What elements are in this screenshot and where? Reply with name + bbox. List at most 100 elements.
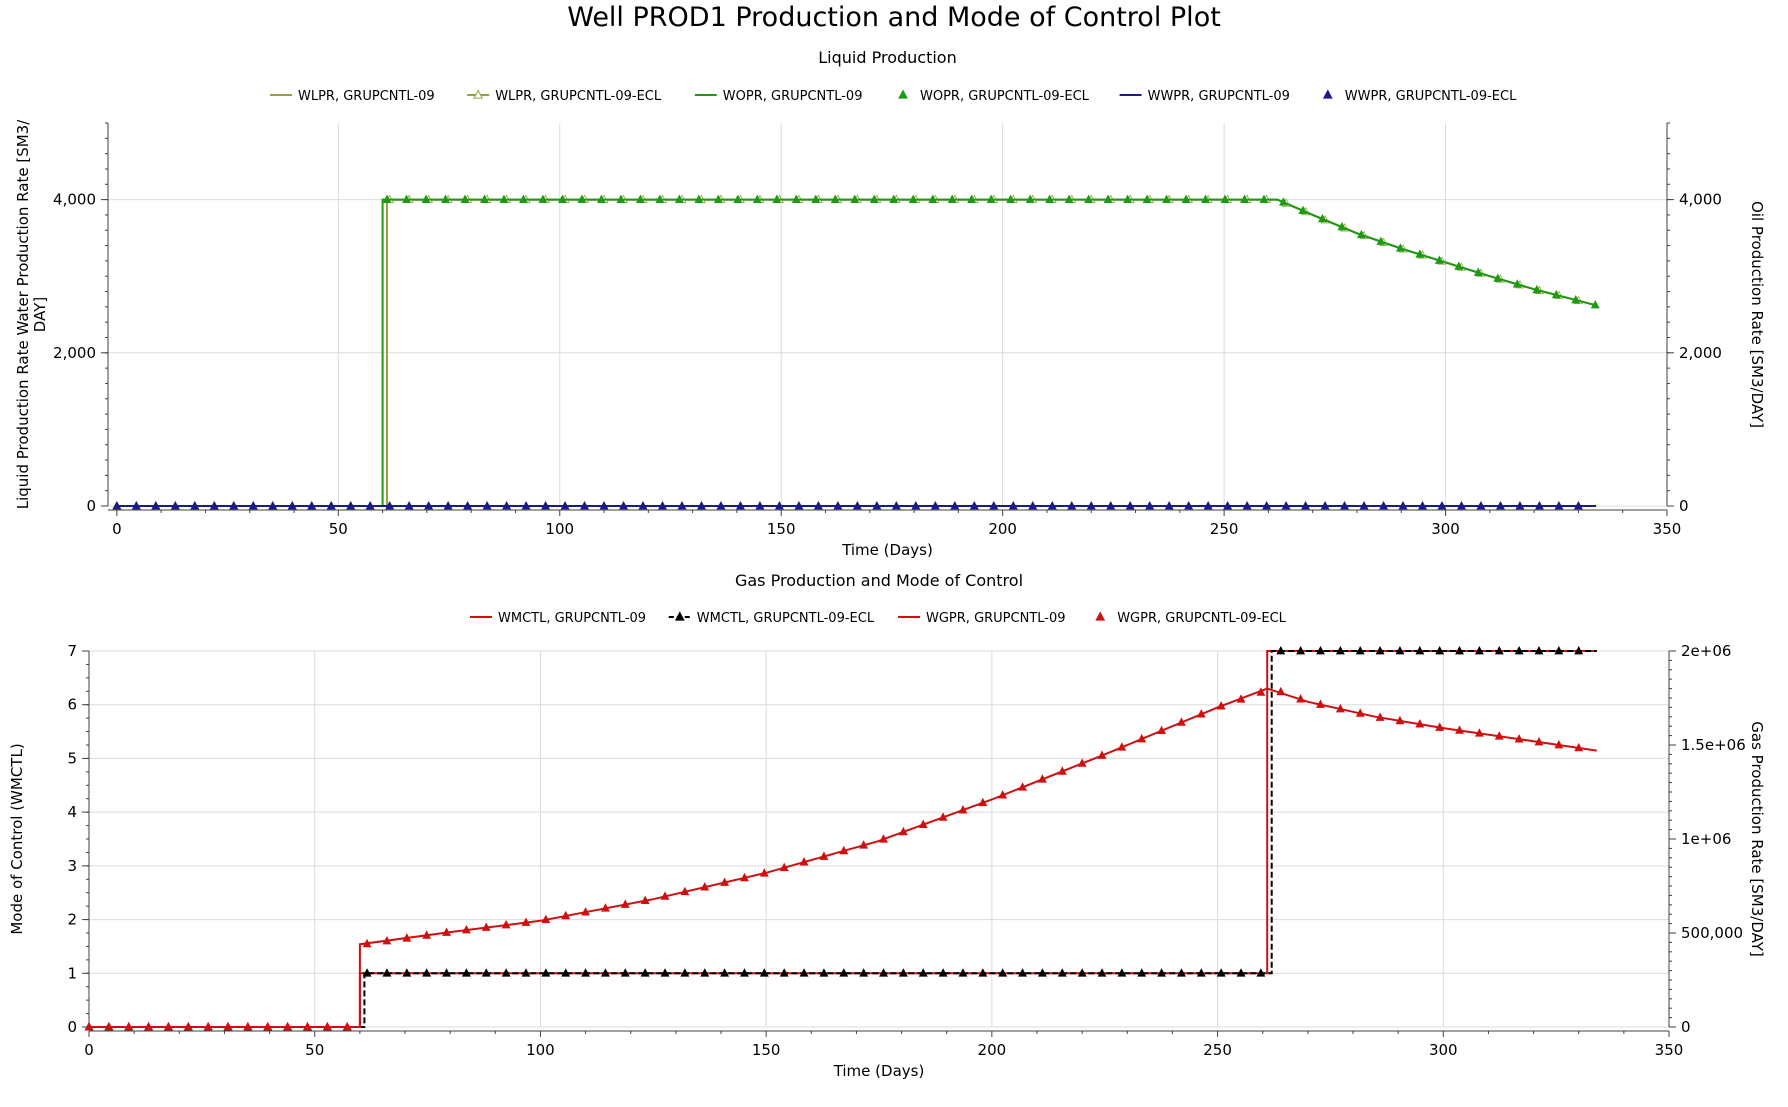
- y-tick-label-right: 500,000: [1681, 924, 1743, 942]
- data-point-marker: [998, 790, 1008, 799]
- data-point-marker: [859, 840, 869, 849]
- data-point-marker: [1398, 500, 1408, 510]
- data-point-marker: [596, 194, 606, 203]
- data-point-marker: [307, 500, 317, 510]
- legend-swatch-marker: [1322, 89, 1333, 99]
- y-tick-label-right: 1e+06: [1681, 830, 1731, 848]
- data-point-marker: [499, 194, 509, 203]
- y2-axis-title-text: Oil Production Rate [SM3/DAY]: [1748, 201, 1766, 428]
- data-point-marker: [1047, 500, 1057, 510]
- y-axis-title-text: Mode of Control (WMCTL): [8, 743, 26, 934]
- data-point-marker: [1196, 709, 1206, 718]
- data-point-marker: [791, 194, 801, 203]
- x-axis-title: Time (Days): [833, 1062, 925, 1080]
- data-point-marker: [1281, 500, 1291, 510]
- data-point-marker: [1236, 968, 1246, 977]
- data-point-marker: [243, 1021, 253, 1031]
- data-point-marker: [1157, 968, 1167, 977]
- data-point-marker: [1216, 968, 1226, 977]
- data-point-marker: [716, 500, 726, 510]
- data-point-marker: [1496, 500, 1505, 510]
- data-point-marker: [694, 194, 704, 203]
- data-point-marker: [918, 968, 928, 977]
- data-point-marker: [911, 500, 921, 510]
- grid-lines: [89, 650, 1670, 1028]
- data-point-marker: [813, 500, 823, 510]
- series-wgpr-grupcntl-09-ecl: [84, 686, 1584, 1031]
- data-point-marker: [1298, 205, 1308, 215]
- data-point-marker: [908, 194, 918, 203]
- data-point-marker: [850, 194, 860, 203]
- data-point-marker: [365, 500, 375, 510]
- data-point-marker: [382, 194, 392, 203]
- data-point-marker: [287, 500, 297, 510]
- data-point-marker: [1554, 739, 1564, 749]
- data-point-marker: [441, 194, 450, 203]
- series-wwpr-grupcntl-09-ecl: [112, 500, 1583, 510]
- data-point-marker: [1574, 645, 1584, 655]
- data-point-marker: [1057, 766, 1067, 775]
- legend-swatch-marker: [674, 611, 685, 621]
- y-axis-title-line: Liquid Production Rate Water Production …: [14, 119, 32, 509]
- data-point-marker: [772, 194, 782, 203]
- data-point-marker: [1554, 645, 1564, 655]
- data-point-marker: [1316, 699, 1325, 708]
- data-point-marker: [1434, 255, 1444, 264]
- data-point-marker: [521, 917, 531, 926]
- y-tick-label-left: 4,000: [53, 191, 96, 209]
- data-point-marker: [872, 500, 882, 510]
- y-tick-label-left: 0: [67, 1018, 77, 1036]
- y-axis-title-line: DAY]: [31, 297, 49, 332]
- data-point-marker: [322, 1021, 332, 1031]
- y-tick-label-right: 0: [1679, 497, 1689, 515]
- data-point-marker: [998, 968, 1008, 977]
- data-point-marker: [1037, 968, 1047, 977]
- data-point-marker: [382, 968, 392, 977]
- data-point-marker: [740, 872, 749, 882]
- data-point-marker: [1006, 194, 1016, 203]
- data-point-marker: [819, 851, 829, 860]
- y-tick-label-left: 3: [67, 857, 77, 875]
- x-tick-label: 150: [767, 520, 796, 538]
- data-point-marker: [879, 968, 888, 977]
- data-point-marker: [1515, 500, 1525, 510]
- data-point-marker: [1117, 742, 1127, 751]
- data-point-marker: [989, 500, 999, 510]
- data-point-marker: [402, 968, 412, 977]
- data-point-marker: [303, 1021, 312, 1031]
- legend-label: WMCTL, GRUPCNTL-09-ECL: [697, 611, 875, 626]
- data-point-marker: [680, 968, 690, 977]
- data-point-marker: [481, 922, 491, 931]
- data-point-marker: [779, 968, 789, 977]
- data-point-marker: [481, 968, 491, 977]
- data-point-marker: [891, 500, 901, 510]
- data-point-marker: [839, 968, 849, 977]
- data-point-marker: [538, 194, 548, 203]
- data-point-marker: [1435, 722, 1445, 731]
- data-point-marker: [442, 927, 451, 936]
- data-point-marker: [978, 797, 988, 807]
- data-point-marker: [541, 500, 551, 510]
- data-point-marker: [1123, 194, 1132, 203]
- data-point-marker: [1512, 279, 1522, 288]
- data-point-marker: [268, 500, 278, 510]
- data-point-marker: [635, 194, 645, 203]
- data-point-marker: [112, 500, 122, 510]
- data-point-marker: [1097, 968, 1107, 977]
- data-point-marker: [521, 968, 531, 977]
- data-point-marker: [1240, 194, 1249, 203]
- chart-subtitle: Liquid Production: [818, 48, 956, 67]
- x-tick-label: 150: [752, 1041, 781, 1059]
- grid-lines: [108, 123, 1668, 507]
- data-point-marker: [658, 500, 667, 510]
- data-point-marker: [680, 886, 690, 896]
- data-point-marker: [918, 819, 928, 829]
- data-point-marker: [859, 968, 869, 977]
- data-point-marker: [1125, 500, 1135, 510]
- data-point-marker: [1028, 500, 1038, 510]
- data-point-marker: [700, 968, 710, 977]
- data-point-marker: [560, 500, 570, 510]
- data-point-marker: [833, 500, 843, 510]
- data-point-marker: [600, 903, 610, 912]
